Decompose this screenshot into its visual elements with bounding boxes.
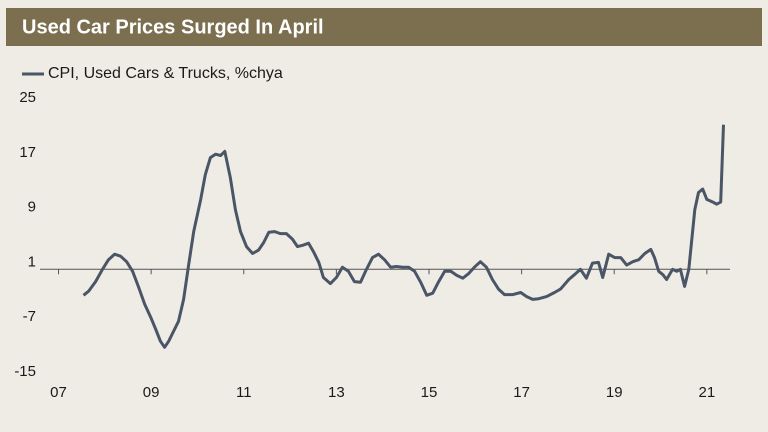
- title-bar: [6, 8, 762, 46]
- y-tick-label: -15: [14, 363, 36, 380]
- x-tick-label: 13: [328, 384, 345, 401]
- x-tick-label: 11: [236, 384, 252, 401]
- series-line: [82, 124, 725, 349]
- y-tick-label: 17: [19, 144, 36, 161]
- y-tick-label: 25: [19, 89, 36, 106]
- x-tick-label: 21: [699, 384, 716, 401]
- x-tick-label: 17: [513, 384, 530, 401]
- x-tick-label: 19: [606, 384, 623, 401]
- x-tick-label: 09: [143, 384, 160, 401]
- y-tick-label: -7: [23, 308, 36, 325]
- chart-title: Used Car Prices Surged In April: [22, 16, 324, 38]
- x-tick-label: 07: [50, 384, 67, 401]
- y-tick-label: 9: [28, 199, 36, 216]
- legend-label: CPI, Used Cars & Trucks, %chya: [48, 65, 283, 82]
- y-tick-label: 1: [28, 253, 36, 270]
- x-tick-label: 15: [421, 384, 438, 401]
